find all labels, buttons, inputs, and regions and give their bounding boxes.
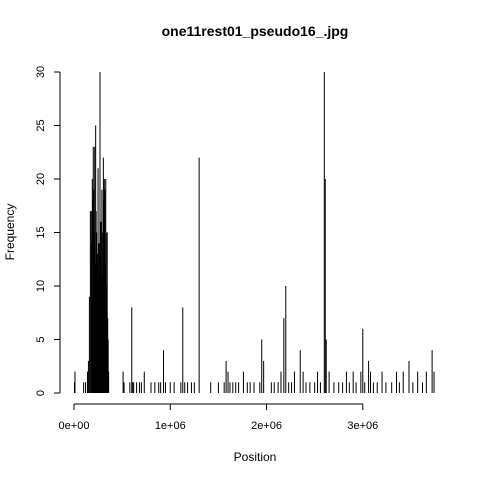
y-axis: 0 5 10 15 20 25 30 <box>35 66 61 396</box>
x-tick-label-2: 2e+06 <box>251 420 282 432</box>
y-tick-label-2: 10 <box>35 280 47 292</box>
x-tick-label-0: 0e+00 <box>59 420 90 432</box>
x-axis: 0e+00 1e+06 2e+06 3e+06 <box>59 403 378 432</box>
y-axis-title: Frequency <box>3 204 17 261</box>
y-tick-label-3: 15 <box>35 226 47 238</box>
y-tick-label-1: 5 <box>35 336 47 342</box>
y-tick-label-0: 0 <box>35 390 47 396</box>
x-tick-label-3: 3e+06 <box>347 420 378 432</box>
y-tick-label-4: 20 <box>35 173 47 185</box>
x-axis-title: Position <box>234 450 277 464</box>
chart-title: one11rest01_pseudo16_.jpg <box>162 23 349 39</box>
x-tick-label-1: 1e+06 <box>155 420 186 432</box>
y-tick-label-6: 30 <box>35 66 47 78</box>
y-tick-label-5: 25 <box>35 119 47 131</box>
bars-group <box>73 72 435 393</box>
